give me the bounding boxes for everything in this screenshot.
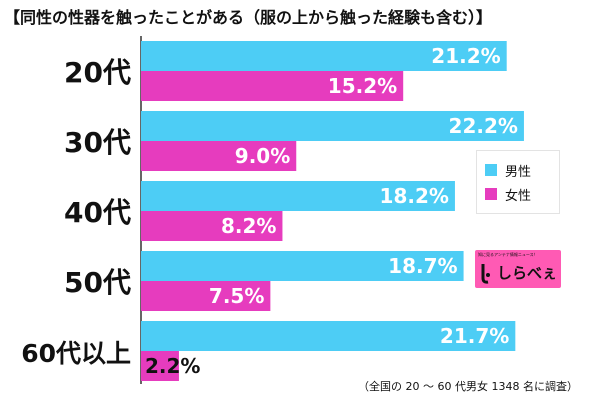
category-label: 50代	[64, 266, 131, 299]
category-label: 60代以上	[21, 339, 131, 368]
bar-female	[141, 211, 283, 241]
logo-mark-icon	[481, 264, 490, 284]
data-label-male: 22.2%	[449, 114, 518, 138]
bar-male	[141, 251, 464, 281]
data-label-female: 8.2%	[221, 214, 276, 238]
legend-item-female: 女性	[485, 184, 531, 204]
data-label-male: 21.2%	[431, 44, 500, 68]
data-label-female: 7.5%	[209, 284, 264, 308]
logo-name: しらべぇ	[497, 264, 558, 282]
category-label: 20代	[64, 56, 131, 89]
data-label-male: 21.7%	[440, 324, 509, 348]
legend-swatch-male	[485, 164, 497, 176]
bar-female	[141, 71, 404, 101]
legend: 男性 女性	[476, 150, 560, 214]
bar-female	[141, 141, 297, 171]
legend-swatch-female	[485, 188, 497, 200]
category-label: 40代	[64, 196, 131, 229]
bar-male	[141, 111, 524, 141]
data-label-female: 2.2%	[145, 354, 200, 378]
data-label-male: 18.2%	[380, 184, 449, 208]
data-label-male: 18.7%	[388, 254, 457, 278]
category-label: 30代	[64, 126, 131, 159]
data-label-female: 9.0%	[235, 144, 290, 168]
chart-title: 【同性の性器を触ったことがある（服の上から触った経験も含む）】	[4, 8, 493, 27]
survey-note: （全国の 20 ～ 60 代男女 1348 名に調査）	[358, 380, 578, 393]
logo-tagline: 知に見るアンテナ情報ニュース！	[478, 252, 538, 257]
legend-item-male: 男性	[485, 160, 531, 180]
legend-label-female: 女性	[505, 188, 532, 204]
shirabee-logo: 知に見るアンテナ情報ニュース！ しらべぇ	[475, 250, 561, 288]
bar-female	[141, 351, 179, 381]
data-label-female: 15.2%	[328, 74, 397, 98]
bar-male	[141, 181, 455, 211]
bar-male	[141, 321, 516, 351]
bar-male	[141, 41, 507, 71]
legend-label-male: 男性	[505, 164, 532, 180]
bar-female	[141, 281, 271, 311]
